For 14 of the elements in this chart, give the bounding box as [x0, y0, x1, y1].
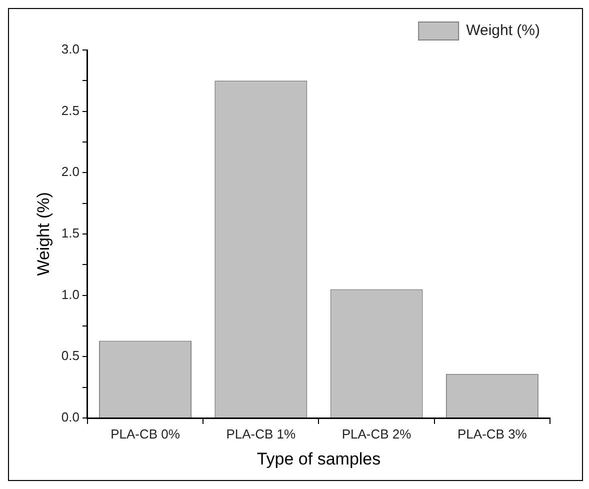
x-axis-title: Type of samples — [256, 449, 381, 468]
x-tick-label: PLA-CB 1% — [226, 426, 296, 442]
x-tick-label: PLA-CB 3% — [457, 426, 528, 442]
y-tick-label: 2.0 — [61, 164, 80, 180]
y-tick-label: 1.0 — [61, 286, 80, 302]
y-tick-label: 3.0 — [61, 42, 80, 57]
y-axis-title: Weight (%) — [34, 192, 53, 276]
legend-label: Weight (%) — [466, 22, 540, 40]
y-tick-label: 0.5 — [61, 348, 80, 364]
y-tick-label: 1.5 — [61, 226, 80, 241]
x-tick-label: PLA-CB 2% — [342, 426, 412, 442]
y-tick-label: 2.5 — [61, 102, 80, 118]
x-tick-label: PLA-CB 0% — [110, 426, 180, 442]
y-tick-label: 0.0 — [61, 410, 80, 425]
